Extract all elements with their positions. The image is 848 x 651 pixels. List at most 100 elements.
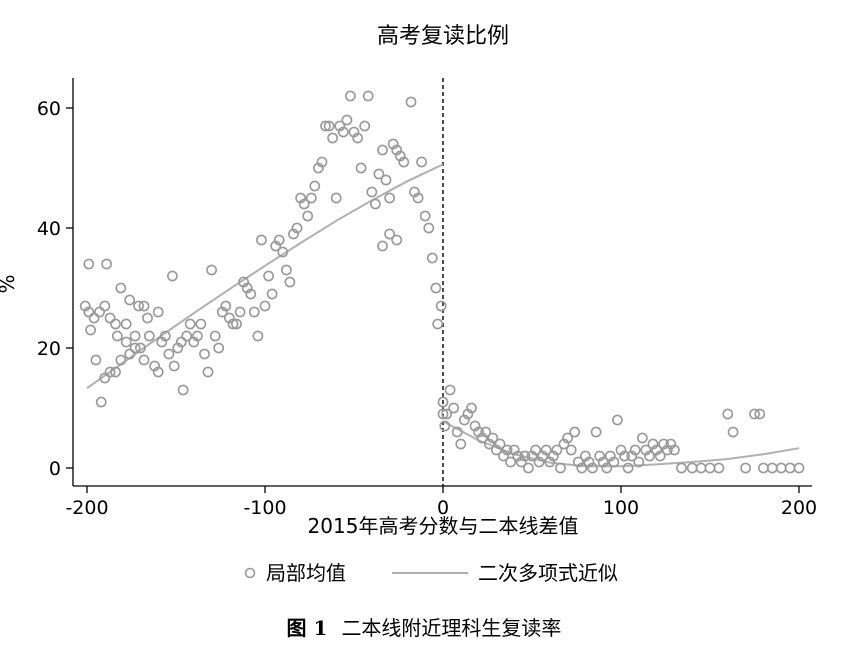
data-point (487, 432, 499, 444)
data-point (129, 330, 141, 342)
data-point (444, 384, 456, 396)
legend-label-local-mean: 局部均值 (266, 561, 346, 585)
data-point (95, 396, 107, 408)
data-point (323, 120, 335, 132)
data-point (537, 450, 549, 462)
data-point (124, 348, 136, 360)
data-point (231, 318, 242, 330)
data-point (387, 138, 399, 150)
data-point (124, 294, 136, 306)
data-point (334, 120, 346, 132)
data-point (255, 234, 267, 246)
data-point (423, 222, 435, 234)
data-point (377, 144, 388, 156)
data-point (551, 444, 563, 456)
data-point (241, 282, 253, 294)
data-point (572, 456, 584, 468)
data-point (172, 342, 184, 354)
data-point (152, 306, 164, 318)
data-point (483, 438, 495, 450)
data-point (181, 330, 193, 342)
data-point (143, 330, 155, 342)
data-point (651, 444, 662, 456)
data-point (526, 450, 538, 462)
data-point (458, 414, 470, 426)
data-point (156, 336, 168, 348)
data-point (362, 90, 374, 102)
data-point (615, 444, 627, 456)
data-point (295, 192, 306, 204)
data-point (252, 330, 264, 342)
data-point (437, 408, 449, 420)
data-point (99, 300, 111, 312)
data-point (298, 198, 310, 210)
data-point (188, 336, 200, 348)
data-point (366, 186, 378, 198)
data-point (727, 426, 739, 438)
data-point (391, 234, 403, 246)
data-point (373, 168, 385, 180)
data-point (501, 444, 513, 456)
data-point (110, 366, 121, 378)
data-point (544, 456, 556, 468)
data-point (263, 270, 274, 282)
data-point (419, 210, 431, 222)
data-point (213, 342, 225, 354)
data-point (320, 120, 331, 132)
data-point (775, 462, 787, 474)
data-point (337, 126, 349, 138)
data-point (437, 396, 449, 408)
data-point (784, 462, 796, 474)
data-point (612, 414, 623, 426)
data-point (129, 342, 141, 354)
data-point (462, 408, 474, 420)
data-point (676, 462, 687, 474)
data-point (441, 408, 452, 420)
data-point (341, 114, 353, 126)
data-point (83, 258, 95, 270)
data-point (111, 330, 123, 342)
data-point (426, 252, 438, 264)
data-point (430, 282, 442, 294)
data-point (626, 450, 638, 462)
x-tick-label: -100 (243, 497, 286, 519)
data-point (555, 462, 566, 474)
data-point (608, 456, 620, 468)
data-point (94, 306, 105, 318)
x-tick-label: -200 (65, 497, 108, 519)
data-point (245, 288, 257, 300)
data-point (594, 450, 605, 462)
data-point (466, 402, 477, 414)
data-point (565, 444, 577, 456)
data-point (99, 372, 111, 384)
data-point (305, 192, 317, 204)
chart: 高考复读比例 -200 -100 0 100 200 0 20 40 60 % 2015年高考分… (0, 24, 817, 585)
data-point (206, 264, 217, 276)
data-point (327, 132, 338, 144)
chart-title: 高考复读比例 (377, 24, 509, 49)
data-point (640, 444, 652, 456)
data-point (583, 456, 595, 468)
y-tick-label: 20 (37, 338, 61, 360)
figure-caption-text: 二本线附近理科生复读率 (341, 616, 562, 640)
data-point (220, 300, 232, 312)
data-point (277, 246, 289, 258)
data-point (142, 312, 153, 324)
data-point (227, 318, 239, 330)
data-point (273, 234, 285, 246)
data-point (665, 438, 677, 450)
data-point (695, 462, 707, 474)
legend-marker-icon (244, 567, 256, 579)
data-point (722, 408, 734, 420)
data-point (216, 306, 228, 318)
data-point (416, 156, 427, 168)
data-point (202, 366, 214, 378)
data-point (115, 282, 127, 294)
data-point (644, 450, 655, 462)
data-point (654, 450, 666, 462)
data-point (312, 162, 324, 174)
data-point (133, 300, 144, 312)
data-point (352, 132, 363, 144)
data-point (562, 432, 573, 444)
data-point (505, 456, 516, 468)
